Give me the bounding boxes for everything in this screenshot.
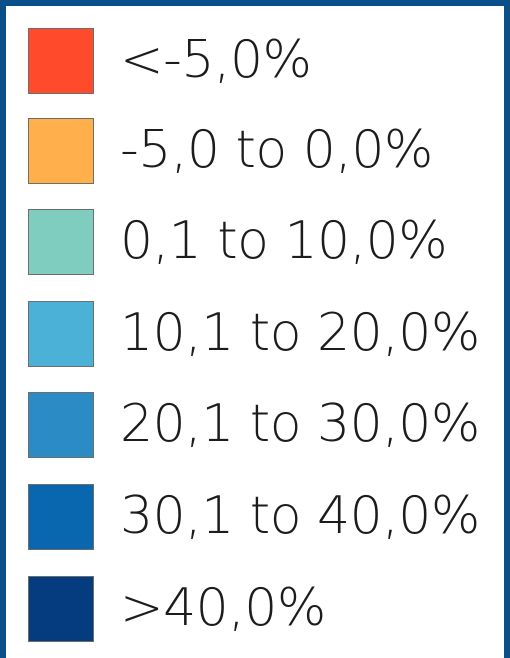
legend-label: 0,1 to 10,0% — [120, 210, 448, 271]
legend-swatch — [28, 209, 94, 275]
legend-swatch — [28, 118, 94, 184]
legend-item: >40,0% — [28, 576, 498, 642]
legend-item: <-5,0% — [28, 28, 498, 94]
legend-label: -5,0 to 0,0% — [120, 119, 433, 180]
legend-label: <-5,0% — [120, 29, 312, 90]
legend-label: 30,1 to 40,0% — [120, 485, 480, 546]
legend-swatch — [28, 484, 94, 550]
legend-swatch — [28, 301, 94, 367]
legend-item: 10,1 to 20,0% — [28, 301, 498, 367]
map-legend: <-5,0% -5,0 to 0,0% 0,1 to 10,0% 10,1 to… — [6, 6, 504, 658]
legend-label: 10,1 to 20,0% — [120, 302, 480, 363]
legend-label: >40,0% — [120, 577, 326, 638]
legend-item: 0,1 to 10,0% — [28, 209, 498, 275]
legend-swatch — [28, 576, 94, 642]
legend-item: -5,0 to 0,0% — [28, 118, 498, 184]
legend-swatch — [28, 392, 94, 458]
legend-label: 20,1 to 30,0% — [120, 393, 480, 454]
legend-item: 20,1 to 30,0% — [28, 392, 498, 458]
legend-swatch — [28, 28, 94, 94]
legend-item: 30,1 to 40,0% — [28, 484, 498, 550]
